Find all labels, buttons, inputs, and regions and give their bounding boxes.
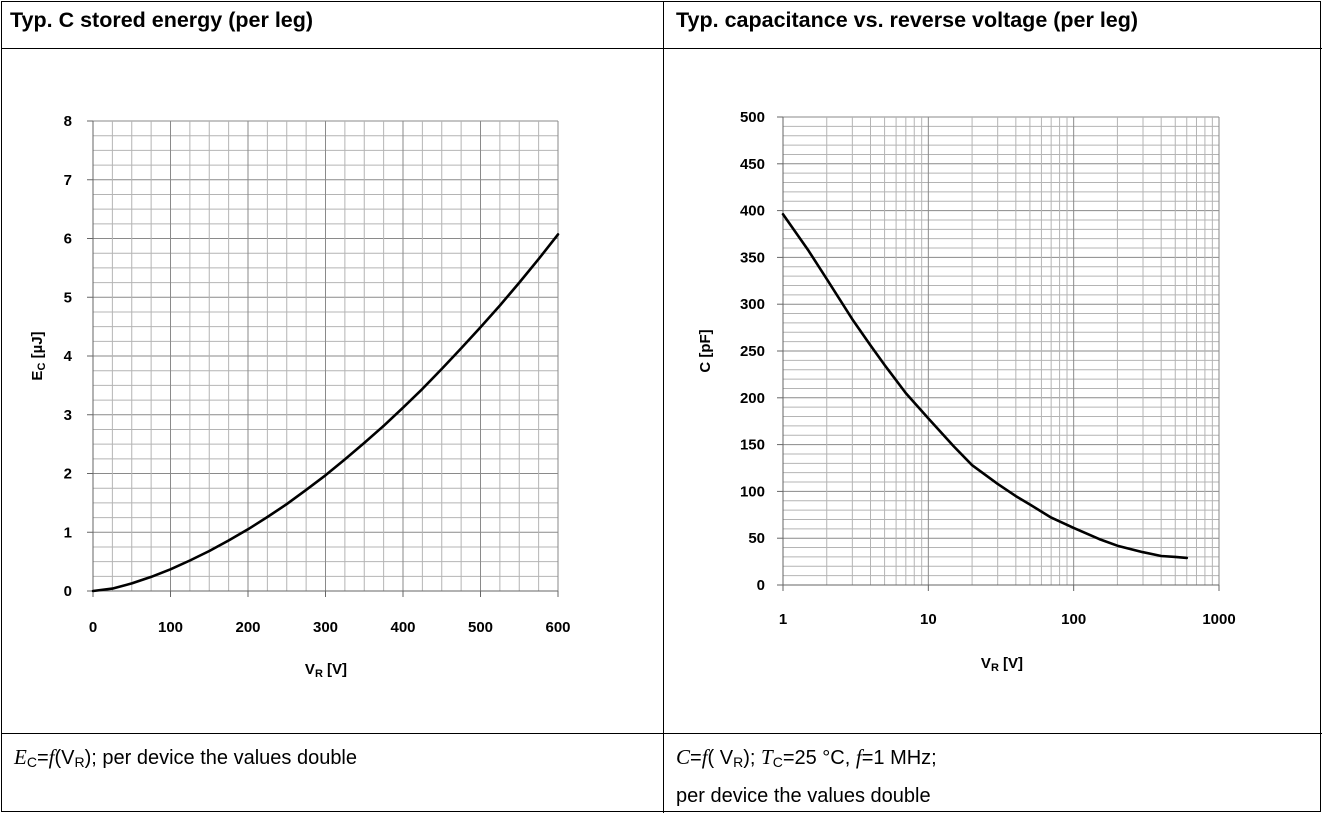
y-axis-label: EC [µJ] (29, 331, 48, 380)
caption-energy-subscript: C (26, 754, 37, 770)
caption-argument-subscript: R (74, 754, 85, 770)
y-tick-label: 4 (64, 348, 73, 365)
energy-grid (92, 120, 559, 592)
y-tick-label: 450 (740, 156, 765, 173)
y-tick-label: 3 (64, 407, 72, 424)
y-tick-label: 350 (740, 249, 765, 266)
right-caption-line-1: C=f( VR); TC=25 °C, f=1 MHz; (676, 740, 937, 779)
caption-equals: = (690, 747, 702, 769)
x-tick-label: 0 (89, 619, 97, 636)
caption-function-symbol: f (48, 745, 55, 769)
x-tick-label: 1 (779, 611, 787, 628)
right-chart-heading: Typ. capacitance vs. reverse voltage (pe… (676, 8, 1139, 32)
caption-argument: (V (54, 747, 75, 769)
y-tick-label: 50 (748, 530, 765, 547)
y-tick-label: 200 (740, 390, 765, 407)
caption-argument: ( V (707, 747, 734, 769)
y-tick-label: 400 (740, 203, 765, 220)
left-caption: EC=f(VR); per device the values double (14, 740, 357, 779)
stored-energy-chart: 0 1 2 3 4 5 6 7 8 0 100 200 300 400 500 600 VR [V] EC [µJ… (29, 113, 571, 680)
left-chart-heading: Typ. C stored energy (per leg) (10, 8, 314, 32)
y-tick-label: 6 (64, 231, 72, 248)
energy-curve (91, 233, 560, 593)
caption-row-divider (1, 733, 1322, 734)
caption-argument-subscript: R (733, 754, 744, 770)
caption-energy-symbol: E (14, 745, 27, 769)
caption-temperature-value: =25 °C, (782, 747, 856, 769)
caption-capacitance-symbol: C (676, 745, 691, 769)
y-tick-label: 250 (740, 343, 765, 360)
x-tick-label: 300 (313, 619, 338, 636)
y-tick-label: 5 (64, 289, 72, 306)
x-tick-label: 600 (545, 619, 570, 636)
y-tick-label: 100 (740, 483, 765, 500)
capacitance-grid (782, 116, 1220, 586)
y-tick-label: 2 (64, 466, 72, 483)
x-axis-label: VR [V] (981, 655, 1023, 674)
right-caption: C=f( VR); TC=25 °C, f=1 MHz; per device t… (676, 740, 937, 813)
x-tick-label: 1000 (1202, 611, 1235, 628)
capacitance-curve (781, 213, 1189, 560)
x-tick-label: 100 (1061, 611, 1086, 628)
right-caption-line-2: per device the values double (676, 785, 931, 807)
caption-frequency-symbol: f (855, 745, 862, 769)
x-tick-label: 10 (920, 611, 937, 628)
y-tick-label: 150 (740, 437, 765, 454)
caption-separator: ); (743, 747, 762, 769)
y-tick-label: 0 (64, 583, 72, 600)
caption-function-symbol: f (701, 745, 708, 769)
caption-frequency-value: =1 MHz; (861, 747, 937, 769)
y-tick-label: 500 (740, 109, 765, 126)
column-divider (663, 1, 664, 813)
header-row-divider (1, 48, 1322, 49)
x-tick-label: 500 (468, 619, 493, 636)
x-axis-label: VR [V] (305, 661, 347, 680)
y-axis-label: C [pF] (697, 329, 714, 372)
y-tick-label: 8 (64, 113, 72, 130)
y-tick-label: 0 (757, 577, 765, 594)
y-tick-label: 1 (64, 524, 72, 541)
y-tick-label: 300 (740, 296, 765, 313)
caption-equals: = (36, 747, 49, 769)
y-tick-label: 7 (64, 172, 72, 189)
caption-temperature-symbol: T (761, 745, 773, 769)
x-tick-label: 100 (158, 619, 183, 636)
x-tick-label: 400 (390, 619, 415, 636)
caption-note: ); per device the values double (84, 747, 358, 769)
x-tick-label: 200 (235, 619, 260, 636)
capacitance-chart: 0 50 100 150 200 250 300 350 400 450 500 1 10 100 1000… (697, 109, 1236, 674)
caption-temperature-subscript: C (772, 754, 783, 770)
